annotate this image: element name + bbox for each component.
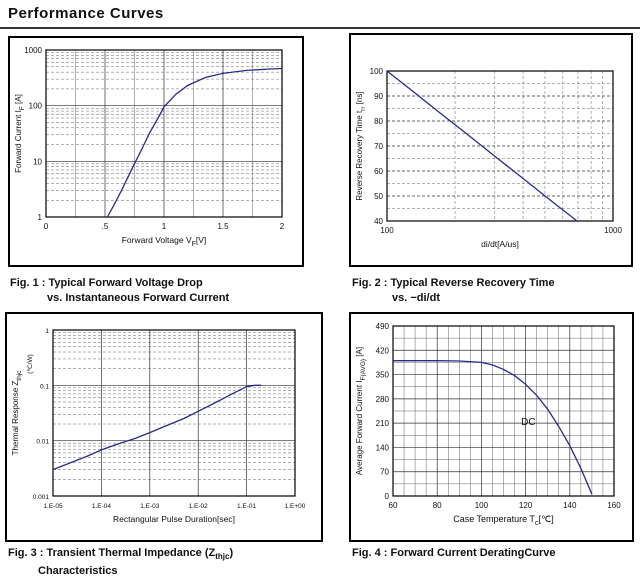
fig3-thermal-impedance-chart: 1.E-05 1.E-04 1.E-03 1.E-02 1.E-01 1.E+00 0.00… — [11, 328, 306, 524]
svg-text:Reverse Recovery Time trr [ns]: Reverse Recovery Time trr [ns] — [355, 91, 367, 200]
svg-text:(℃/W): (℃/W) — [27, 354, 34, 374]
fig4-caption-line1: Fig. 4 : Forward Current DeratingCurve — [352, 547, 556, 559]
fig4-chart-panel: DC 60 80 100 120 140 160 0 70 140 210 280 350 420 490 C… — [349, 312, 634, 542]
svg-text:.5: .5 — [102, 222, 109, 231]
fig3-caption-line2: Characteristics — [38, 565, 118, 578]
svg-text:420: 420 — [376, 346, 390, 355]
fig3-caption-line1: Fig. 3 : Transient Thermal Impedance (Zt… — [8, 547, 234, 562]
svg-text:80: 80 — [433, 501, 442, 510]
fig4-caption: Fig. 4 : Forward Current DeratingCurve — [352, 546, 556, 561]
svg-text:1000: 1000 — [24, 46, 42, 55]
svg-text:100: 100 — [29, 102, 43, 111]
svg-text:1.E-02: 1.E-02 — [189, 503, 209, 510]
fig2-chart-panel: 100 1000 40 50 60 70 80 90 100 di/dt[A/us] Reverse… — [349, 33, 633, 267]
svg-text:350: 350 — [376, 371, 390, 380]
svg-text:0.01: 0.01 — [36, 439, 49, 446]
svg-text:1.E-01: 1.E-01 — [237, 503, 257, 510]
svg-text:1.E-04: 1.E-04 — [92, 503, 112, 510]
svg-text:1000: 1000 — [604, 226, 622, 235]
svg-text:Forward Voltage VF[V]: Forward Voltage VF[V] — [122, 235, 207, 248]
svg-text:160: 160 — [607, 501, 621, 510]
fig2-reverse-recovery-chart: 100 1000 40 50 60 70 80 90 100 di/dt[A/us] Reverse… — [355, 67, 622, 249]
svg-text:1.5: 1.5 — [217, 222, 229, 231]
fig3-chart-panel: 1.E-05 1.E-04 1.E-03 1.E-02 1.E-01 1.E+00 0.00… — [5, 312, 323, 542]
svg-text:60: 60 — [374, 167, 383, 176]
svg-text:Forward Current IF [A]: Forward Current IF [A] — [14, 94, 26, 173]
fig3-caption: Fig. 3 : Transient Thermal Impedance (Zt… — [8, 546, 233, 579]
svg-text:1.E-05: 1.E-05 — [43, 503, 63, 510]
fig1-caption: Fig. 1 : Typical Forward Voltage Drop vs… — [10, 276, 229, 306]
svg-text:80: 80 — [374, 117, 383, 126]
fig2-caption-line2: vs. −di/dt — [392, 292, 440, 304]
svg-text:0.001: 0.001 — [33, 494, 50, 501]
svg-text:100: 100 — [370, 67, 384, 76]
fig2-caption: Fig. 2 : Typical Reverse Recovery Time v… — [352, 276, 555, 306]
svg-text:100: 100 — [475, 501, 489, 510]
fig2-caption-line1: Fig. 2 : Typical Reverse Recovery Time — [352, 277, 555, 289]
svg-text:2: 2 — [280, 222, 285, 231]
svg-text:280: 280 — [376, 395, 390, 404]
svg-text:210: 210 — [376, 419, 390, 428]
svg-text:1: 1 — [162, 222, 167, 231]
svg-text:DC: DC — [521, 417, 535, 428]
svg-text:90: 90 — [374, 92, 383, 101]
fig4-derating-chart: DC 60 80 100 120 140 160 0 70 140 210 280 350 420 490 C… — [355, 322, 621, 527]
svg-text:1: 1 — [45, 328, 49, 335]
svg-text:140: 140 — [376, 443, 390, 452]
svg-text:140: 140 — [563, 501, 577, 510]
svg-text:Thermal Response Zthjc: Thermal Response Zthjc — [11, 370, 23, 456]
svg-text:Rectangular Pulse Duration[sec: Rectangular Pulse Duration[sec] — [113, 514, 235, 524]
fig1-caption-line2: vs. Instantaneous Forward Current — [47, 292, 230, 304]
svg-text:1.E-03: 1.E-03 — [140, 503, 160, 510]
fig1-chart-panel: 0 .5 1 1.5 2 1 10 100 1000 Forward Voltage VF[V] F… — [8, 36, 304, 267]
svg-text:1: 1 — [38, 213, 43, 222]
svg-text:100: 100 — [380, 226, 394, 235]
svg-text:50: 50 — [374, 192, 383, 201]
svg-text:1.E+00: 1.E+00 — [285, 503, 306, 510]
svg-text:0: 0 — [385, 492, 390, 501]
svg-text:120: 120 — [519, 501, 533, 510]
page-title: Performance Curves — [8, 5, 164, 22]
svg-text:70: 70 — [380, 468, 389, 477]
svg-text:0: 0 — [44, 222, 49, 231]
svg-text:di/dt[A/us]: di/dt[A/us] — [481, 239, 519, 249]
svg-text:490: 490 — [376, 322, 390, 331]
svg-text:10: 10 — [33, 157, 42, 166]
svg-text:0.1: 0.1 — [40, 383, 49, 390]
fig1-caption-line1: Fig. 1 : Typical Forward Voltage Drop — [10, 277, 203, 289]
svg-text:70: 70 — [374, 142, 383, 151]
svg-text:40: 40 — [374, 217, 383, 226]
svg-text:Average Forward Current IF(AVG: Average Forward Current IF(AVG) [A] — [355, 347, 367, 475]
svg-text:60: 60 — [389, 501, 398, 510]
svg-text:Case Temperature Tc[℃]: Case Temperature Tc[℃] — [453, 514, 554, 527]
title-divider — [0, 27, 640, 29]
fig1-forward-voltage-chart: 0 .5 1 1.5 2 1 10 100 1000 Forward Voltage VF[V] F… — [14, 46, 285, 248]
